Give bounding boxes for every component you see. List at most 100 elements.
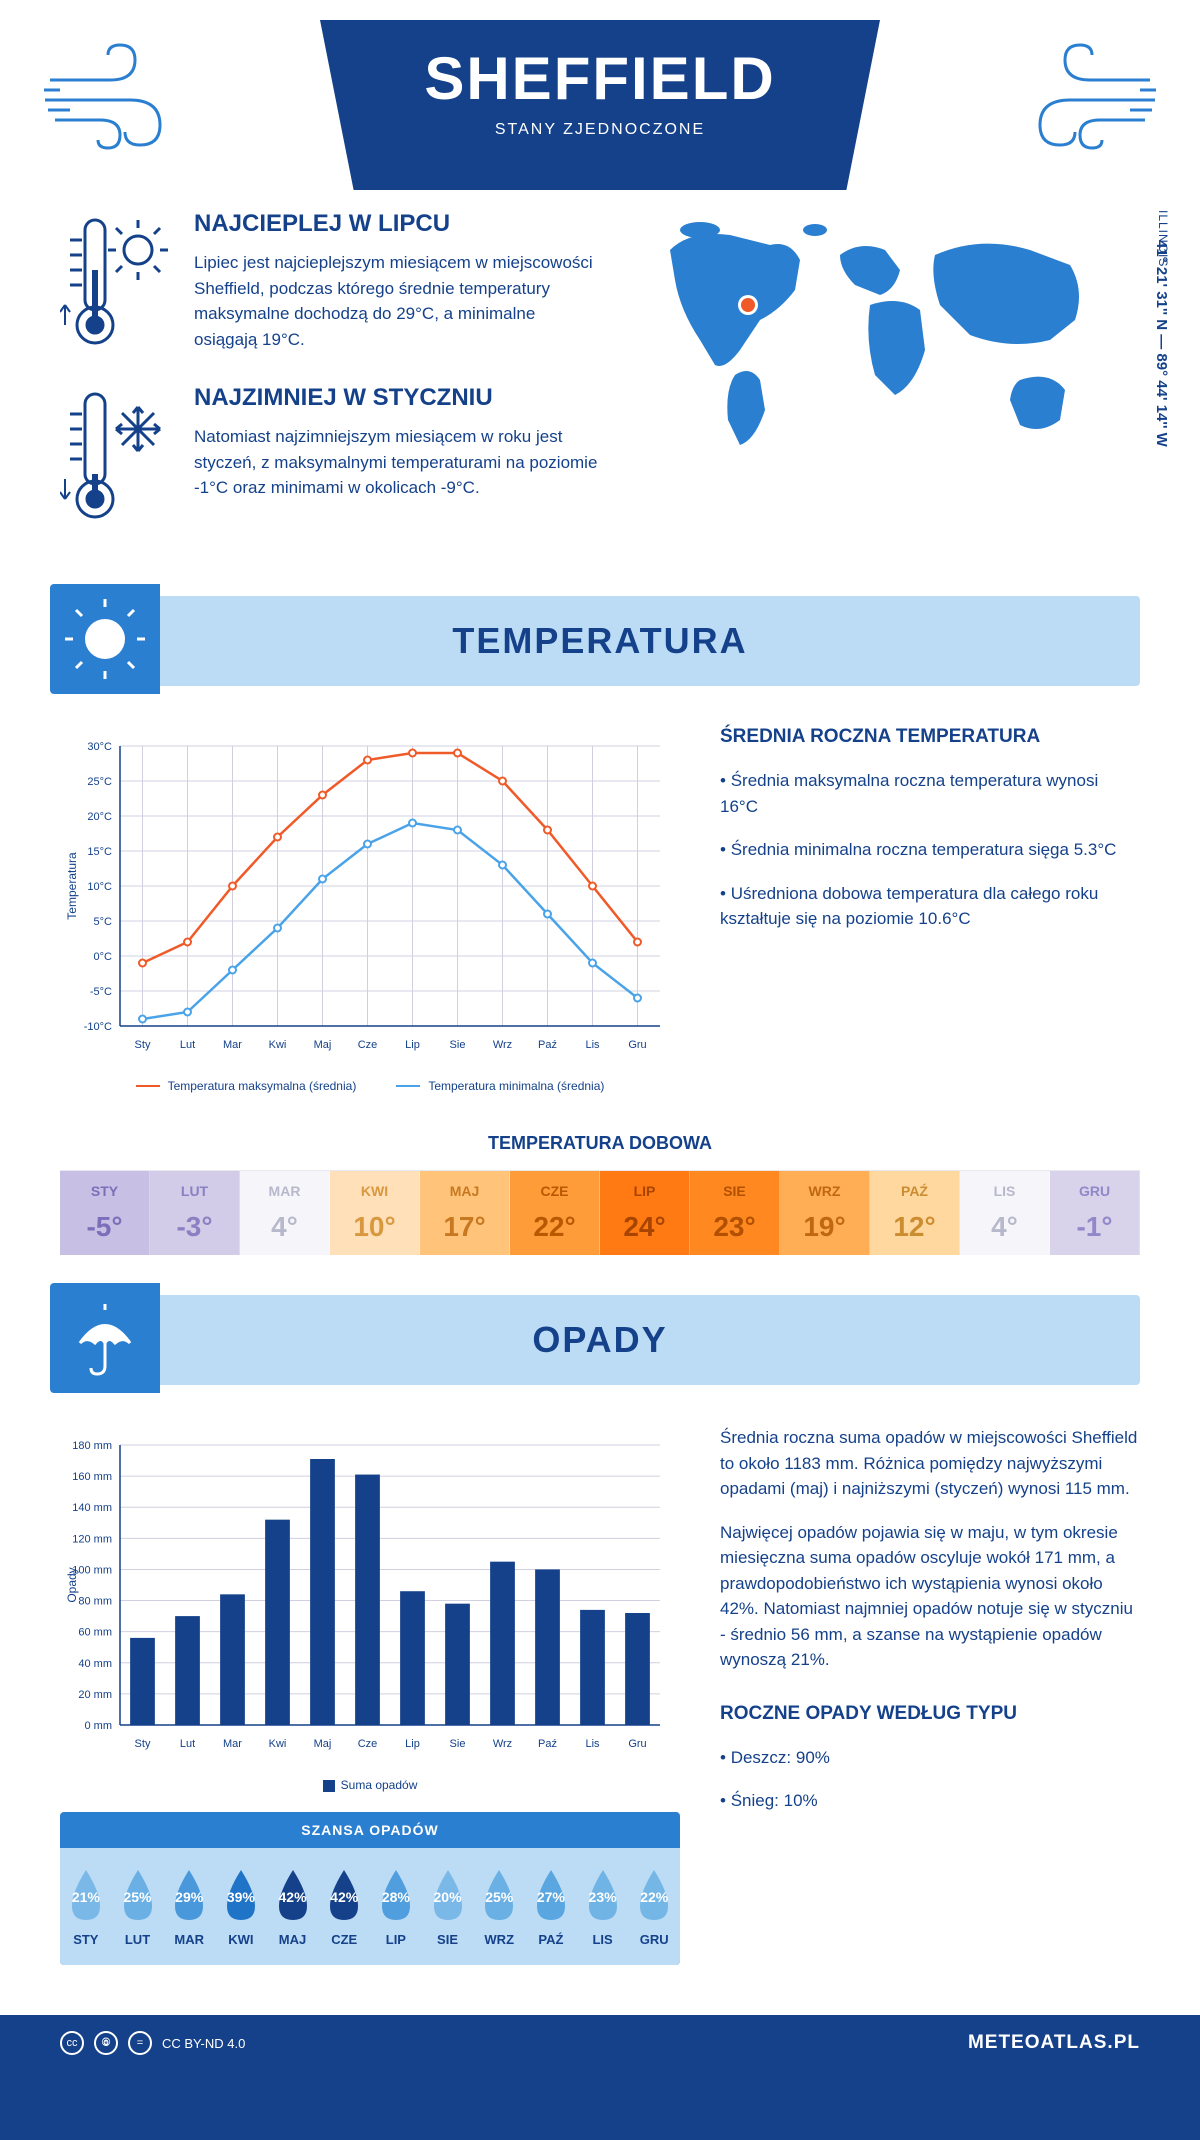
temperature-title: TEMPERATURA	[452, 620, 747, 662]
svg-text:Cze: Cze	[358, 1039, 378, 1051]
precip-type: • Śnieg: 10%	[720, 1788, 1140, 1814]
temp-chart-column: -10°C-5°C0°C5°C10°C15°C20°C25°C30°CStyLu…	[60, 726, 680, 1093]
page-root: SHEFFIELD STANY ZJEDNOCZONE	[0, 0, 1200, 2071]
country-subtitle: STANY ZJEDNOCZONE	[320, 121, 880, 139]
temp-text-column: ŚREDNIA ROCZNA TEMPERATURA • Średnia mak…	[720, 726, 1140, 1093]
license: cc 🞋 = CC BY-ND 4.0	[60, 2031, 245, 2055]
svg-text:Sie: Sie	[450, 1738, 466, 1750]
wind-icon-left	[40, 40, 200, 160]
heat-cell: LIS 4°	[960, 1171, 1050, 1255]
svg-text:10°C: 10°C	[87, 881, 112, 893]
chance-cell: 28% LIP	[370, 1866, 422, 1947]
precipitation-title: OPADY	[532, 1319, 667, 1361]
svg-text:Kwi: Kwi	[269, 1039, 287, 1051]
raindrop-icon: 27%	[527, 1866, 575, 1924]
sun-icon	[50, 584, 160, 694]
precipitation-bar-chart: 0 mm20 mm40 mm60 mm80 mm100 mm120 mm140 …	[60, 1425, 680, 1765]
chance-cell: 25% WRZ	[473, 1866, 525, 1947]
raindrop-icon: 39%	[217, 1866, 265, 1924]
svg-text:40 mm: 40 mm	[78, 1658, 112, 1670]
svg-text:-5°C: -5°C	[90, 986, 112, 998]
header: SHEFFIELD STANY ZJEDNOCZONE	[0, 20, 1200, 190]
svg-text:160 mm: 160 mm	[72, 1471, 112, 1483]
chance-cell: 25% LUT	[112, 1866, 164, 1947]
coldest-title: NAJZIMNIEJ W STYCZNIU	[194, 384, 600, 412]
svg-text:Sty: Sty	[135, 1738, 151, 1750]
svg-text:Lip: Lip	[405, 1738, 420, 1750]
svg-text:Mar: Mar	[223, 1039, 242, 1051]
svg-text:0 mm: 0 mm	[85, 1720, 113, 1732]
raindrop-icon: 42%	[269, 1866, 317, 1924]
heat-cell: LUT -3°	[150, 1171, 240, 1255]
precipitation-body: 0 mm20 mm40 mm60 mm80 mm100 mm120 mm140 …	[0, 1385, 1200, 1985]
precip-type-title: ROCZNE OPADY WEDŁUG TYPU	[720, 1703, 1140, 1725]
raindrop-icon: 25%	[475, 1866, 523, 1924]
map-area: ILLINOIS 41° 21' 31'' N — 89° 44' 14'' W	[640, 210, 1140, 556]
svg-text:Paź: Paź	[538, 1039, 557, 1051]
chance-cell: 22% GRU	[628, 1866, 680, 1947]
chance-table: SZANSA OPADÓW 21% STY 25% LUT 29% MAR 39…	[60, 1812, 680, 1965]
avg-bullet: • Uśredniona dobowa temperatura dla całe…	[720, 881, 1140, 932]
svg-text:60 mm: 60 mm	[78, 1627, 112, 1639]
raindrop-icon: 28%	[372, 1866, 420, 1924]
svg-text:Cze: Cze	[358, 1738, 378, 1750]
raindrop-icon: 23%	[579, 1866, 627, 1924]
svg-text:Lis: Lis	[585, 1738, 600, 1750]
raindrop-icon: 25%	[114, 1866, 162, 1924]
daily-temp-heatmap: STY -5° LUT -3° MAR 4° KWI 10° MAJ 17° C…	[60, 1170, 1140, 1255]
svg-text:20°C: 20°C	[87, 811, 112, 823]
svg-text:20 mm: 20 mm	[78, 1689, 112, 1701]
daily-temp-section: TEMPERATURA DOBOWA STY -5° LUT -3° MAR 4…	[0, 1133, 1200, 1295]
chance-cell: 29% MAR	[163, 1866, 215, 1947]
precip-text-column: Średnia roczna suma opadów w miejscowośc…	[720, 1425, 1140, 1965]
precip-para: Średnia roczna suma opadów w miejscowośc…	[720, 1425, 1140, 1502]
svg-text:Lis: Lis	[585, 1039, 600, 1051]
legend-min: Temperatura minimalna (średnia)	[396, 1079, 604, 1093]
chance-cell: 20% SIE	[422, 1866, 474, 1947]
svg-text:Lut: Lut	[180, 1738, 195, 1750]
thermometer-sun-icon	[60, 210, 170, 350]
avg-temp-title: ŚREDNIA ROCZNA TEMPERATURA	[720, 726, 1140, 748]
raindrop-icon: 22%	[630, 1866, 678, 1924]
chance-cell: 21% STY	[60, 1866, 112, 1947]
svg-text:30°C: 30°C	[87, 741, 112, 753]
svg-text:Opady: Opady	[65, 1567, 79, 1602]
svg-text:Wrz: Wrz	[493, 1738, 512, 1750]
avg-bullet: • Średnia minimalna roczna temperatura s…	[720, 837, 1140, 863]
city-title: SHEFFIELD	[320, 44, 880, 113]
by-icon: 🞋	[94, 2031, 118, 2055]
heat-cell: PAŹ 12°	[870, 1171, 960, 1255]
svg-text:180 mm: 180 mm	[72, 1440, 112, 1452]
avg-bullet: • Średnia maksymalna roczna temperatura …	[720, 768, 1140, 819]
chance-title: SZANSA OPADÓW	[60, 1812, 680, 1848]
title-banner: SHEFFIELD STANY ZJEDNOCZONE	[320, 20, 880, 190]
svg-text:Maj: Maj	[314, 1039, 332, 1051]
heat-cell: GRU -1°	[1050, 1171, 1140, 1255]
svg-text:Paź: Paź	[538, 1738, 557, 1750]
world-map-icon	[640, 210, 1100, 470]
coldest-desc: Natomiast najzimniejszym miesiącem w rok…	[194, 424, 600, 501]
heat-cell: STY -5°	[60, 1171, 150, 1255]
chance-cell: 42% CZE	[318, 1866, 370, 1947]
precipitation-header: OPADY	[60, 1295, 1140, 1385]
svg-text:80 mm: 80 mm	[78, 1596, 112, 1608]
svg-text:Gru: Gru	[628, 1039, 646, 1051]
warmest-title: NAJCIEPLEJ W LIPCU	[194, 210, 600, 238]
precip-legend: Suma opadów	[60, 1778, 680, 1792]
top-section: NAJCIEPLEJ W LIPCU Lipiec jest najcieple…	[0, 190, 1200, 596]
precip-para: Najwięcej opadów pojawia się w maju, w t…	[720, 1520, 1140, 1673]
thermometer-snow-icon	[60, 384, 170, 524]
raindrop-icon: 29%	[165, 1866, 213, 1924]
svg-text:Lut: Lut	[180, 1039, 195, 1051]
warmest-fact: NAJCIEPLEJ W LIPCU Lipiec jest najcieple…	[60, 210, 600, 352]
chance-row: 21% STY 25% LUT 29% MAR 39% KWI	[60, 1848, 680, 1965]
temperature-body: -10°C-5°C0°C5°C10°C15°C20°C25°C30°CStyLu…	[0, 686, 1200, 1133]
svg-text:5°C: 5°C	[94, 916, 113, 928]
heat-cell: SIE 23°	[690, 1171, 780, 1255]
license-text: CC BY-ND 4.0	[162, 2036, 245, 2051]
svg-text:Wrz: Wrz	[493, 1039, 512, 1051]
raindrop-icon: 21%	[62, 1866, 110, 1924]
svg-text:Maj: Maj	[314, 1738, 332, 1750]
warmest-desc: Lipiec jest najcieplejszym miesiącem w m…	[194, 250, 600, 352]
svg-text:Sty: Sty	[135, 1039, 151, 1051]
